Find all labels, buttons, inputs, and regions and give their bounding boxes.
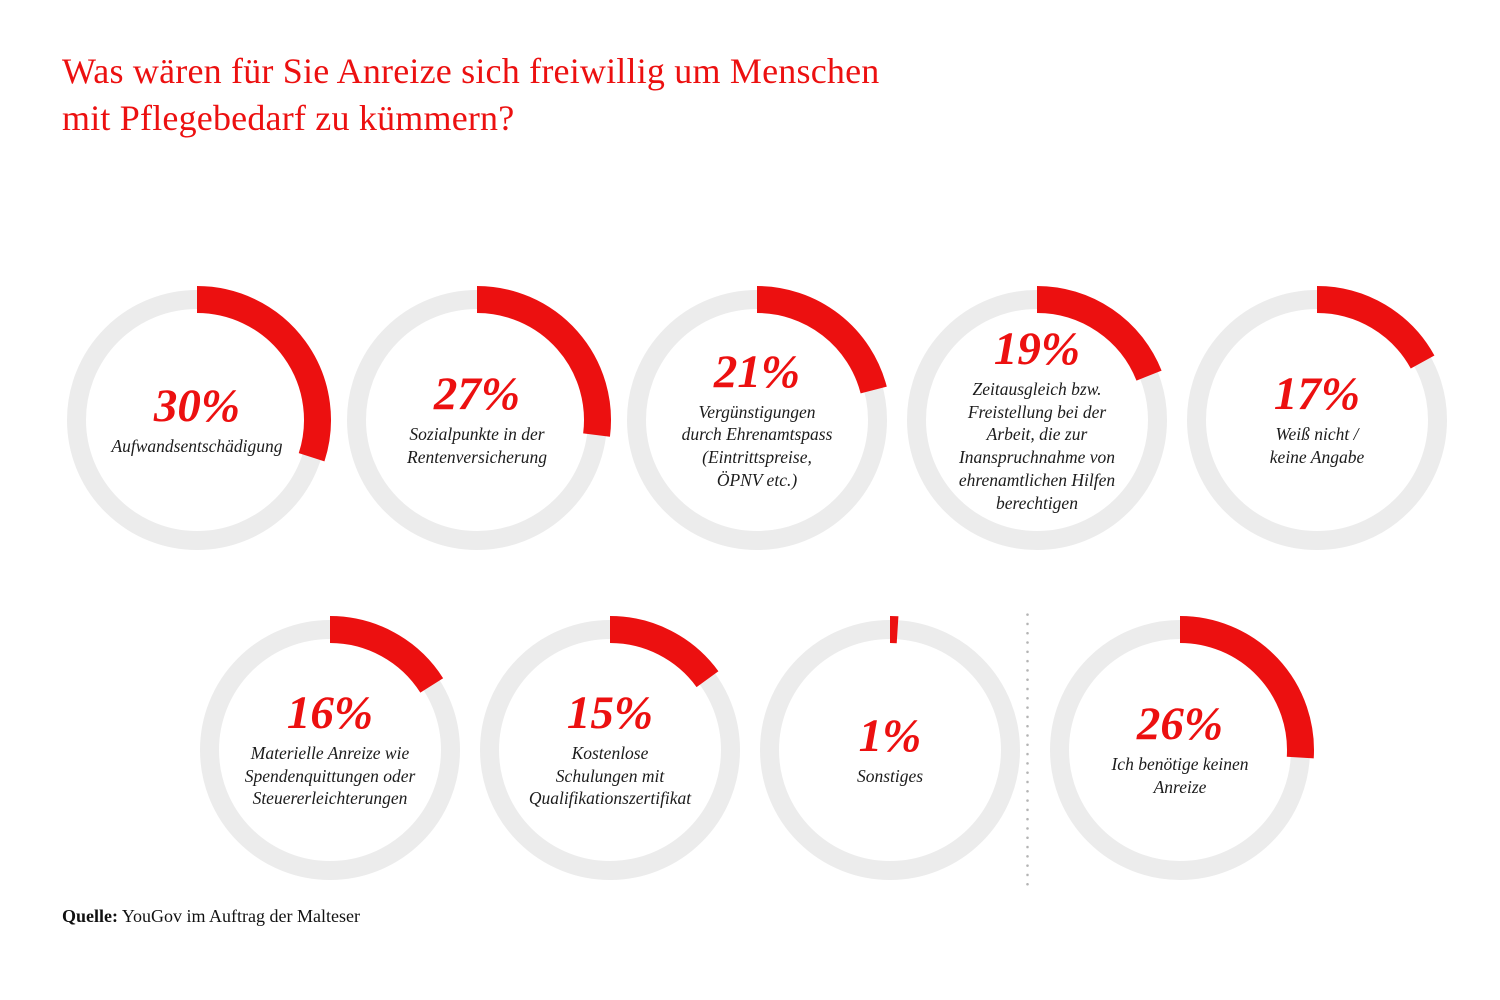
donut-ring-svg — [1050, 616, 1314, 880]
donut-chart-26pct: 26% Ich benötige keinen Anreize — [1050, 616, 1314, 880]
donut-ring-svg — [1187, 286, 1447, 550]
donut-chart-1pct: 1% Sonstiges — [760, 616, 1020, 880]
source-label: Quelle: — [62, 906, 118, 926]
donut-value-arc — [1316, 286, 1435, 369]
donut-chart-17pct: 17% Weiß nicht / keine Angabe — [1187, 286, 1447, 550]
donut-ring-svg — [200, 616, 460, 880]
donut-value-arc — [1179, 616, 1314, 759]
donut-value-arc — [609, 616, 719, 688]
donut-ring-svg — [907, 286, 1167, 550]
donut-value-arc — [476, 286, 611, 437]
donut-chart-27pct: 27% Sozialpunkte in der Rentenversicherun… — [347, 286, 611, 550]
donut-track-ring — [760, 620, 1020, 880]
donut-ring-svg — [67, 286, 331, 550]
donut-ring-svg — [480, 616, 740, 880]
donut-value-arc — [756, 286, 887, 394]
page-title-line2: mit Pflegebedarf zu kümmern? — [62, 97, 515, 138]
donut-value-arc — [1036, 286, 1162, 381]
source-text: YouGov im Auftrag der Malteser — [121, 906, 360, 926]
donut-ring-svg — [347, 286, 611, 550]
donut-ring-svg — [627, 286, 887, 550]
page-title-line1: Was wären für Sie Anreize sich freiwilli… — [62, 51, 880, 91]
donut-chart-15pct: 15% Kostenlose Schulungen mit Qualifikati… — [480, 616, 740, 880]
donut-chart-30pct: 30% Aufwandsentschädigung — [67, 286, 331, 550]
dotted-divider — [1026, 610, 1029, 888]
donut-value-arc — [329, 616, 444, 693]
source-line: Quelle: YouGov im Auftrag der Malteser — [62, 906, 360, 927]
donut-chart-19pct: 19% Zeitausgleich bzw. Freistellung bei d… — [907, 286, 1167, 550]
page-title: Was wären für Sie Anreize sich freiwilli… — [62, 48, 879, 142]
donut-ring-svg — [760, 616, 1020, 880]
donut-chart-16pct: 16% Materielle Anreize wie Spendenquittun… — [200, 616, 460, 880]
donut-chart-21pct: 21% Vergünstigungen durch Ehrenamtspass (… — [627, 286, 887, 550]
donut-value-arc — [196, 286, 331, 462]
